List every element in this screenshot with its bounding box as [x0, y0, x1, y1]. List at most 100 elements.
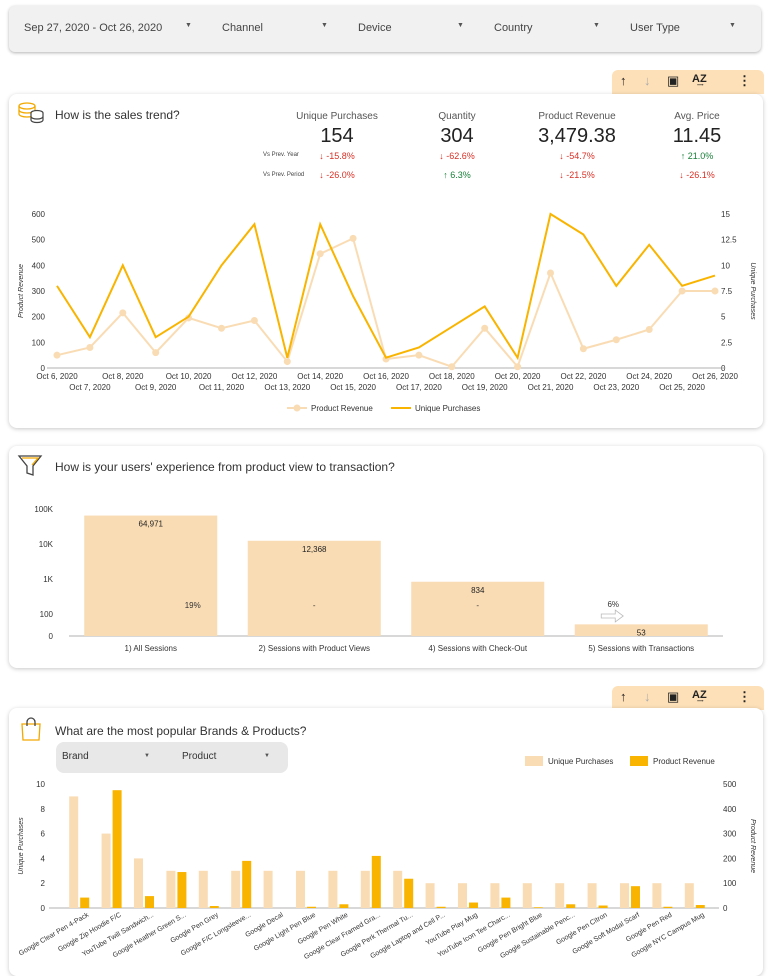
chevron-down-icon[interactable]: ▼	[144, 753, 150, 759]
bar-product-revenue	[80, 897, 90, 908]
more-options-icon[interactable]: ⋮	[738, 73, 751, 88]
bar-unique-purchases	[296, 870, 305, 908]
x-tick-label: Oct 26, 2020	[692, 372, 738, 381]
date-range-filter[interactable]: Sep 27, 2020 - Oct 26, 2020	[24, 22, 163, 34]
conversion-rate-label: -	[476, 601, 479, 610]
bar-unique-purchases	[101, 833, 111, 908]
chevron-down-icon[interactable]: ▼	[729, 22, 736, 29]
bar-unique-purchases	[522, 883, 532, 908]
kpi-label: Unique Purchases	[296, 111, 378, 122]
chevron-down-icon[interactable]: ▼	[264, 753, 270, 759]
bar-unique-purchases	[393, 870, 403, 908]
y-tick-label: 500	[32, 236, 46, 245]
bar-unique-purchases	[166, 870, 176, 908]
kpi-delta: ↓ -21.5%	[559, 170, 595, 180]
y2-tick-label: 7.5	[721, 287, 733, 296]
sales-trend-card: How is the sales trend? Unique Purchases…	[9, 94, 763, 428]
chevron-down-icon[interactable]: ▼	[457, 22, 464, 29]
chevron-down-icon[interactable]: ▼	[321, 22, 328, 29]
product-dropdown[interactable]: Product	[182, 751, 217, 762]
data-point-product-revenue	[152, 349, 160, 357]
channel-filter[interactable]: Channel	[222, 22, 263, 34]
funnel-chart: 0 100 1K 10K 100K 64,971 1) All Sessions 12,368…	[34, 505, 723, 653]
sort-descending-icon[interactable]: ↓	[644, 73, 651, 88]
y-tick-label: 200	[32, 313, 46, 322]
data-point-product-revenue	[612, 336, 620, 344]
series-line-unique-purchases	[56, 212, 716, 361]
sales-trend-title: How is the sales trend?	[55, 108, 180, 122]
filter-bar: Sep 27, 2020 - Oct 26, 2020 ▼ Channel ▼ …	[9, 6, 761, 52]
data-point-product-revenue	[53, 351, 61, 359]
x-tick-label: Oct 21, 2020	[528, 383, 574, 392]
legend-label: Product Revenue	[311, 404, 373, 413]
device-filter[interactable]: Device	[358, 22, 392, 34]
bar-value-label: 53	[637, 628, 646, 637]
kpi-delta: ↓ -26.0%	[319, 170, 355, 180]
data-point-product-revenue	[645, 326, 653, 333]
kpi-label: Avg. Price	[674, 111, 720, 122]
delta-arrow-icon: ↓	[559, 151, 564, 161]
sort-descending-icon[interactable]: ↓	[644, 689, 651, 704]
x-tick-label: 2) Sessions with Product Views	[259, 644, 370, 653]
sort-az-icon[interactable]: A͢Z	[692, 689, 707, 701]
y-tick-label: 100	[40, 610, 54, 619]
data-point-product-revenue	[119, 309, 127, 317]
y-tick-label: 0	[41, 904, 46, 913]
brands-title: What are the most popular Brands & Produ…	[55, 724, 307, 738]
bar-product-revenue	[242, 860, 252, 908]
funnel-title: How is your users' experience from produ…	[55, 460, 395, 474]
data-point-product-revenue	[415, 351, 423, 359]
data-point-product-revenue	[250, 317, 258, 325]
bar-unique-purchases	[69, 796, 79, 908]
x-tick-label: Oct 24, 2020	[626, 372, 672, 381]
sort-ascending-icon[interactable]: ↑	[620, 73, 627, 88]
bar-product-revenue	[307, 906, 316, 908]
sort-ascending-icon[interactable]: ↑	[620, 689, 627, 704]
bar-product-revenue	[695, 905, 705, 908]
x-tick-label: Oct 20, 2020	[495, 372, 541, 381]
user-type-filter[interactable]: User Type	[630, 22, 680, 34]
x-tick-label: Oct 22, 2020	[560, 372, 606, 381]
bar-unique-purchases	[425, 883, 435, 908]
y2-tick-label: 500	[723, 780, 737, 789]
coins-icon	[18, 102, 44, 124]
chart-toolbar: ↑ ↓ ▣ A͢Z ⋮	[612, 686, 764, 710]
sort-az-icon[interactable]: A͢Z	[692, 73, 707, 85]
brand-dropdown[interactable]: Brand	[62, 751, 89, 762]
x-tick-label: Oct 12, 2020	[231, 372, 277, 381]
kpi-label: Product Revenue	[538, 111, 616, 122]
chart-type-icon[interactable]: ▣	[667, 73, 680, 88]
chart-type-icon[interactable]: ▣	[667, 689, 680, 704]
bar-unique-purchases	[652, 883, 662, 908]
vs-prev-period-label: Vs Prev. Period	[263, 172, 305, 178]
bar-product-revenue	[566, 904, 576, 908]
data-point-product-revenue	[316, 250, 324, 258]
y2-tick-label: 100	[723, 879, 737, 888]
bar-product-revenue	[177, 872, 187, 908]
y2-tick-label: 15	[721, 210, 730, 219]
x-tick-label: Oct 8, 2020	[102, 372, 144, 381]
data-point-product-revenue	[283, 358, 291, 366]
bar-unique-purchases	[360, 870, 370, 908]
y-tick-label: 4	[41, 854, 46, 863]
data-point-product-revenue	[86, 343, 94, 351]
delta-arrow-icon: ↓	[319, 170, 324, 180]
bar-product-revenue	[404, 878, 414, 908]
y-tick-label: 100	[32, 338, 46, 347]
chevron-down-icon[interactable]: ▼	[185, 22, 192, 29]
more-options-icon[interactable]: ⋮	[738, 689, 751, 704]
x-tick-label: Google Light Pen Blue	[253, 912, 317, 953]
y-tick-label: 300	[32, 287, 46, 296]
chevron-down-icon[interactable]: ▼	[593, 22, 600, 29]
data-point-product-revenue	[185, 314, 193, 322]
x-tick-label: Oct 25, 2020	[659, 383, 705, 392]
country-filter[interactable]: Country	[494, 22, 533, 34]
data-point-product-revenue	[481, 324, 489, 332]
funnel-bar	[247, 540, 381, 636]
x-tick-label: Oct 7, 2020	[69, 383, 111, 392]
sales-trend-chart: 0 100 200 300 400 500 600 0 2.5 5 7.5 10 12.5 15 Produ…	[18, 210, 756, 413]
bar-product-revenue	[436, 906, 446, 908]
bar-product-revenue	[339, 904, 349, 908]
x-tick-label: 5) Sessions with Transactions	[588, 644, 694, 653]
bar-unique-purchases	[458, 883, 467, 908]
